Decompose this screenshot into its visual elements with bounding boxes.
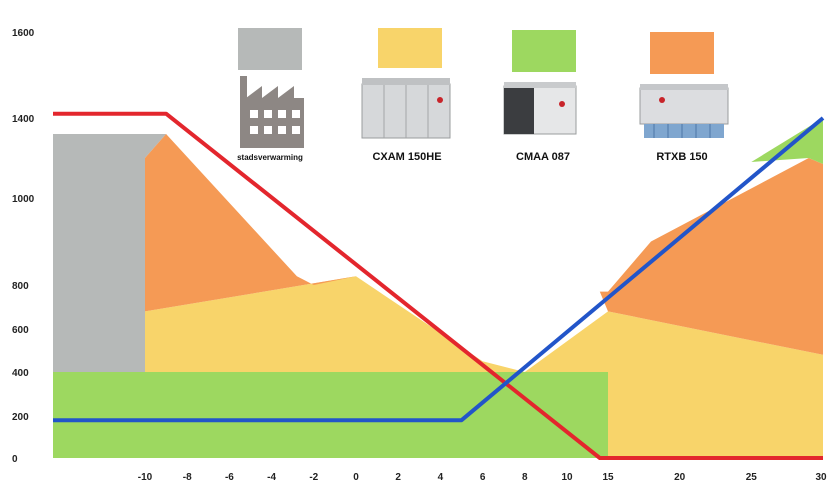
- x-tick-label: -10: [138, 472, 153, 483]
- series-line-1: [53, 116, 825, 423]
- legend-swatch-stadsverwarming: [238, 28, 302, 70]
- x-tick-label: 20: [674, 472, 686, 483]
- x-tick-label: 25: [746, 472, 758, 483]
- line-layer: [53, 111, 825, 460]
- legend-label-cxam: CXAM 150HE: [372, 151, 441, 163]
- chiller-cxam-icon: [361, 78, 451, 139]
- legend-swatch-rtxb: [650, 32, 714, 74]
- area-cmaa-087-7: [751, 118, 823, 164]
- y-tick-label: 0: [12, 454, 18, 465]
- y-tick-label: 1600: [12, 28, 35, 39]
- x-tick-label: 4: [438, 472, 444, 483]
- legend-item-rtxb: RTXB 150: [639, 32, 729, 163]
- legend-swatch-cxam: [378, 28, 442, 68]
- legend-label-cmaa: CMAA 087: [516, 151, 570, 163]
- legend-swatch-cmaa: [512, 30, 576, 72]
- y-axis-ticks: 0 200 400 600 800 1000 1400 1600: [12, 28, 35, 465]
- x-tick-label: -4: [267, 472, 276, 483]
- area-rtxb-150-5: [145, 134, 356, 312]
- x-tick-label: 10: [561, 472, 573, 483]
- series-line-0: [53, 111, 823, 460]
- area-cxam-150he-3: [524, 311, 823, 458]
- legend-label-stadsverwarming: stadsverwarming: [237, 153, 303, 162]
- area-cxam-150he-2: [356, 276, 525, 372]
- x-tick-label: 15: [602, 472, 614, 483]
- x-tick-label: -2: [309, 472, 318, 483]
- x-tick-label: -8: [183, 472, 192, 483]
- x-tick-label: 30: [815, 472, 827, 483]
- area-cmaa-087-0: [53, 372, 608, 458]
- x-tick-label: -6: [225, 472, 234, 483]
- x-tick-label: 0: [353, 472, 359, 483]
- y-tick-label: 200: [12, 412, 29, 423]
- area-rtxb-150-6: [599, 158, 823, 355]
- y-tick-label: 1000: [12, 194, 35, 205]
- y-tick-label: 1400: [12, 114, 35, 125]
- x-tick-label: 6: [480, 472, 486, 483]
- y-tick-label: 600: [12, 325, 29, 336]
- legend-label-rtxb: RTXB 150: [656, 151, 707, 163]
- x-tick-label: 8: [522, 472, 528, 483]
- factory-icon: [240, 76, 304, 148]
- chiller-rtxb-icon: [639, 84, 729, 138]
- chiller-cmaa-icon: [503, 82, 577, 135]
- y-tick-label: 800: [12, 281, 29, 292]
- legend: stadsverwarming CXAM 150HE: [237, 28, 729, 163]
- legend-item-stadsverwarming: stadsverwarming: [237, 28, 304, 162]
- x-tick-label: 2: [395, 472, 401, 483]
- legend-item-cxam: CXAM 150HE: [361, 28, 451, 163]
- y-tick-label: 400: [12, 368, 29, 379]
- area-layer: [53, 118, 823, 458]
- area-stadsverwarming-4: [53, 134, 167, 372]
- area-cxam-150he-1: [145, 276, 356, 372]
- legend-item-cmaa: CMAA 087: [503, 30, 577, 163]
- x-axis-ticks: -10 -8 -6 -4 -2 0 2 4 6 8 10 15 20 25 30: [138, 472, 827, 483]
